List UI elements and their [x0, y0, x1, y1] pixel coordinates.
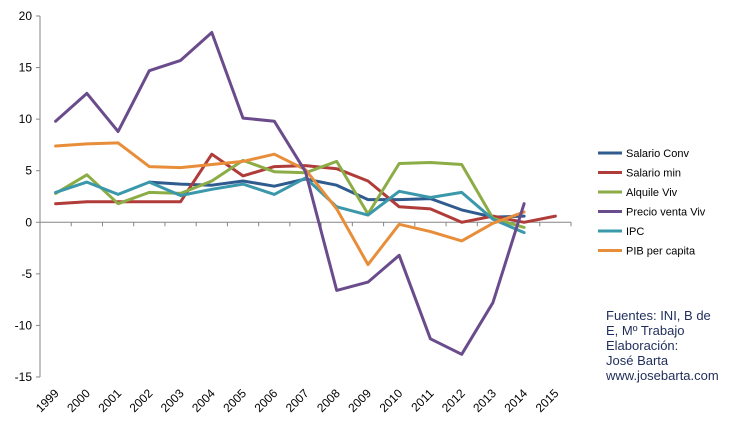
source-note-line: Fuentes: INI, B de [606, 308, 711, 323]
x-tick-label: 2013 [470, 386, 499, 415]
x-tick-label: 2003 [158, 386, 187, 415]
x-tick-label: 2010 [377, 386, 406, 415]
x-tick-label: 2001 [95, 386, 124, 415]
source-note-line: José Barta [606, 353, 669, 368]
x-tick-label: 2004 [189, 386, 218, 415]
y-tick-label: 10 [19, 112, 33, 126]
x-tick-label: 2005 [220, 386, 249, 415]
axes: -15 -10 -5 0 5 10 15 20 1999 2000 2001 2002 2003 2004… [15, 9, 572, 415]
legend-label-alquile-viv: Alquile Viv [626, 187, 678, 199]
legend-label-pib-per-capita: PIB per capita [626, 246, 696, 258]
x-tick-label: 2012 [439, 386, 468, 415]
y-tick-label: -10 [15, 318, 33, 332]
x-tick-label: 2014 [501, 386, 530, 415]
y-tick-label: 15 [19, 61, 33, 75]
y-tick-label: -15 [15, 370, 33, 384]
legend-label-ipc: IPC [626, 226, 644, 238]
y-tick-label: 0 [25, 215, 32, 229]
series-line-pib-per-capita [54, 141, 526, 267]
x-tick-label: 1999 [33, 386, 62, 415]
legend-label-salario-min: Salario min [626, 168, 681, 180]
series-line-salario-min [54, 152, 557, 224]
series-line-precio-venta-viv [54, 31, 526, 356]
x-tick-label: 2000 [64, 386, 93, 415]
source-note-line: E, Mº Trabajo [606, 323, 685, 338]
source-note-line: www.josebarta.com [606, 368, 719, 383]
source-note-line: Elaboración: [606, 338, 679, 353]
series-layer [54, 31, 557, 356]
x-tick-label: 2006 [252, 386, 281, 415]
series-line-salario-conv [147, 177, 526, 219]
x-tick-label: 2009 [345, 386, 374, 415]
x-tick-label: 2002 [127, 386, 156, 415]
x-tick-label: 2011 [408, 386, 436, 414]
x-tick-label: 2007 [283, 386, 312, 415]
series-line-ipc [54, 176, 526, 235]
series-line-alquile-viv [54, 158, 526, 229]
source-note: Fuentes: INI, B de E, Mº Trabajo Elabora… [606, 308, 729, 383]
legend-label-salario-conv: Salario Conv [626, 148, 689, 160]
legend: Salario Conv Salario min Alquile Viv Precio… [598, 148, 706, 258]
y-tick-label: 5 [25, 164, 32, 178]
x-tick-label: 2008 [314, 386, 343, 415]
legend-label-precio-venta-viv: Precio venta Viv [626, 207, 706, 219]
y-tick-label: 20 [19, 9, 33, 23]
x-tick-label: 2015 [533, 386, 562, 415]
y-tick-label: -5 [21, 267, 32, 281]
